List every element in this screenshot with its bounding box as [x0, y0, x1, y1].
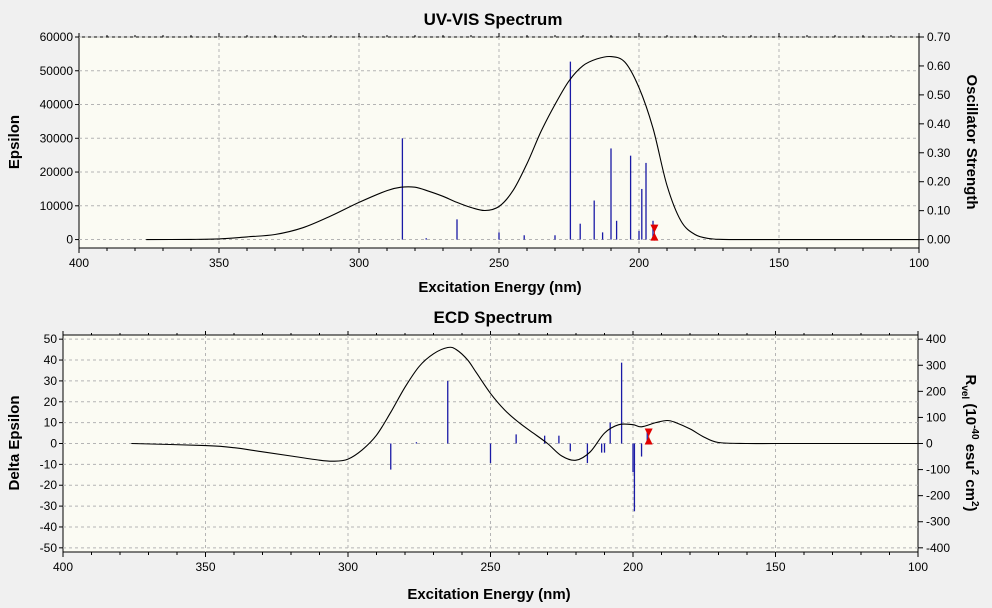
uv-y2-tick-label: 0.20	[927, 175, 951, 189]
ecd-y-tick-label: 20	[44, 395, 58, 409]
ecd-x-tick-label: 400	[53, 560, 73, 574]
ecd-y-tick-label: 50	[44, 332, 58, 346]
uv-y2-tick-label: 0.00	[927, 233, 951, 247]
uv-y-tick-label: 30000	[40, 131, 74, 145]
uv-x-axis-label: Excitation Energy (nm)	[418, 279, 581, 296]
ecd-x-tick-label: 150	[765, 560, 785, 574]
ecd-y2-label-exp2: 2	[969, 470, 980, 476]
uv-chart-title: UV-VIS Spectrum	[424, 10, 563, 29]
ecd-y2-tick-label: 400	[926, 332, 946, 346]
ecd-x-tick-label: 300	[338, 560, 358, 574]
uv-epsilon-curve	[146, 55, 919, 241]
ecd-y-tick-label: -30	[40, 499, 58, 513]
ecd-y2-label-end: )	[962, 507, 979, 512]
uv-x-tick-label: 300	[349, 256, 369, 270]
ecd-x-tick-label: 250	[480, 560, 500, 574]
uv-y-tick-label: 20000	[40, 165, 74, 179]
ecd-y-tick-label: 10	[44, 416, 58, 430]
ecd-y2-label-rest2: esu	[962, 440, 979, 470]
uv-y2-tick-label: 0.40	[927, 117, 951, 131]
uv-y-tick-label: 10000	[40, 199, 74, 213]
ecd-y2-tick-label: 0	[926, 437, 933, 451]
ecd-y-tick-label: 30	[44, 374, 58, 388]
uv-y2-tick-label: 0.30	[927, 146, 951, 160]
uv-y2-tick-label: 0.10	[927, 204, 951, 218]
ecd-y-axis-label: Delta Epsilon	[6, 395, 23, 490]
ecd-y-tick-label: -50	[40, 541, 58, 555]
ecd-y-tick-label: -40	[40, 520, 58, 534]
ecd-y2-label-r: R	[962, 374, 979, 385]
uv-y2-axis-label: Oscillator Strength	[963, 74, 980, 209]
uv-x-tick-label: 150	[769, 256, 789, 270]
ecd-y2-tick-label: -100	[926, 463, 950, 477]
ecd-chart: ECD Spectrum 400 350 300 250 200 150 100-50-40…	[6, 308, 980, 603]
uv-x-tick-label: 100	[909, 256, 929, 270]
uv-y2-tick-label: 0.70	[927, 30, 951, 44]
ecd-y2-label-exp1: -40	[969, 425, 980, 440]
ecd-y2-axis-label: Rvel (10-40 esu2 cm2)	[959, 374, 980, 511]
uv-y2-tick-label: 0.50	[927, 88, 951, 102]
ecd-x-axis-label: Excitation Energy (nm)	[407, 586, 570, 603]
ecd-y2-tick-label: 200	[926, 384, 946, 398]
uv-y2-tick-label: 0.60	[927, 59, 951, 73]
uv-x-tick-label: 350	[209, 256, 229, 270]
ecd-y2-label-rest3: cm	[962, 475, 979, 501]
uv-y-tick-label: 40000	[40, 98, 74, 112]
ecd-delta-epsilon-curve	[131, 346, 918, 462]
ecd-y2-label-rest1: (10	[962, 399, 979, 425]
uv-y-axis-label: Epsilon	[6, 115, 23, 169]
uv-y-tick-label: 50000	[40, 64, 74, 78]
ecd-y2-label-exp3: 2	[969, 501, 980, 507]
ecd-y-tick-label: 0	[50, 437, 57, 451]
ecd-y-tick-label: -10	[40, 457, 58, 471]
uv-y-tick-label: 0	[66, 233, 73, 247]
ecd-y2-tick-label: -300	[926, 515, 950, 529]
uv-vis-chart: UV-VIS Spectrum 400 350 300 250 200 150 100 0 10…	[6, 10, 980, 296]
ecd-y2-tick-label: -200	[926, 489, 950, 503]
ecd-y2-tick-label: -400	[926, 541, 950, 555]
uv-x-tick-label: 400	[69, 256, 89, 270]
ecd-y2-tick-label: 100	[926, 410, 946, 424]
uv-y-tick-label: 60000	[40, 30, 74, 44]
ecd-y-tick-label: 40	[44, 353, 58, 367]
ecd-y2-label-sub: vel	[959, 385, 970, 399]
ecd-chart-title: ECD Spectrum	[433, 308, 552, 327]
ecd-x-tick-label: 100	[908, 560, 928, 574]
ecd-y2-tick-label: 300	[926, 358, 946, 372]
ecd-x-tick-label: 350	[195, 560, 215, 574]
uv-x-tick-label: 250	[489, 256, 509, 270]
uv-x-tick-label: 200	[629, 256, 649, 270]
ecd-y-tick-label: -20	[40, 478, 58, 492]
ecd-x-tick-label: 200	[623, 560, 643, 574]
